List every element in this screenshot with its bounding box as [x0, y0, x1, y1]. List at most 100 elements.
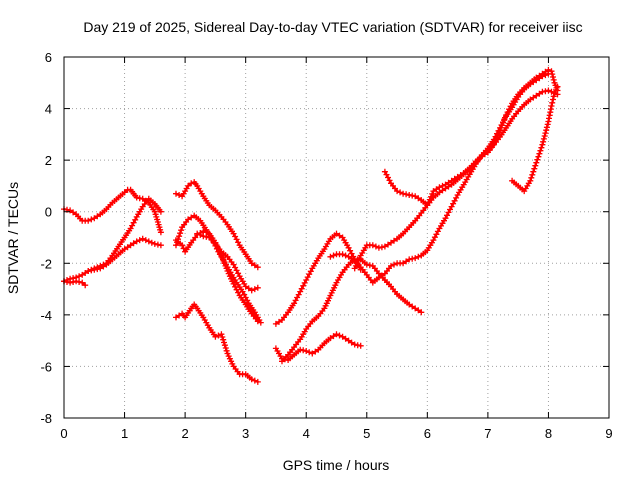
data-point: [366, 262, 373, 269]
data-point: [478, 153, 485, 160]
data-point: [200, 233, 207, 240]
data-point: [545, 66, 552, 73]
data-point: [529, 171, 536, 178]
data-point: [151, 240, 158, 247]
series-s3: [61, 278, 89, 289]
data-point: [540, 138, 547, 145]
series-trace: [174, 303, 259, 383]
data-point: [531, 165, 538, 172]
data-point: [306, 349, 313, 356]
y-tick-label: -8: [40, 411, 52, 426]
data-point: [542, 130, 549, 137]
data-point: [136, 237, 143, 244]
data-point: [327, 335, 334, 342]
x-tick-label: 5: [363, 426, 370, 441]
axis-ticks: 0 1 2 3 4 5 6 7 8 9 -8 -6 -4 -2 0 2 4 6: [40, 50, 612, 441]
data-point: [543, 124, 550, 131]
data-point: [554, 83, 561, 90]
grid-lines: [64, 57, 609, 418]
data-point: [536, 150, 543, 157]
data-point: [133, 194, 140, 201]
data-point: [212, 333, 219, 340]
chart-title: Day 219 of 2025, Sidereal Day-to-day VTE…: [83, 19, 582, 35]
data-point: [194, 230, 201, 237]
x-axis-label: GPS time / hours: [283, 457, 390, 473]
data-point: [197, 231, 204, 238]
data-point: [73, 278, 80, 285]
series-s8: [194, 230, 261, 294]
data-point: [219, 334, 226, 340]
data-point: [176, 233, 183, 240]
data-point: [173, 242, 179, 249]
data-point: [254, 378, 261, 385]
series-s16: [484, 66, 561, 156]
data-point: [333, 331, 340, 338]
series-s5: [173, 179, 261, 271]
data-point: [388, 262, 394, 269]
data-point: [148, 239, 155, 246]
data-point: [546, 115, 552, 122]
data-point: [248, 376, 255, 383]
x-tick-label: 4: [303, 426, 310, 441]
data-point: [300, 347, 307, 354]
series-trace: [62, 188, 162, 234]
data-point: [220, 336, 227, 343]
x-tick-label: 8: [545, 426, 552, 441]
data-point: [130, 240, 137, 247]
series-s10: [272, 230, 364, 327]
data-point: [436, 184, 443, 191]
data-point: [534, 156, 541, 163]
data-point: [251, 286, 258, 293]
series-trace: [280, 258, 423, 363]
series-s11: [272, 331, 364, 363]
x-tick-label: 7: [484, 426, 491, 441]
data-point: [545, 87, 552, 94]
data-point: [180, 245, 187, 252]
data-point: [185, 182, 192, 189]
data-point: [548, 88, 555, 95]
series-s4: [85, 195, 164, 274]
series-s17: [509, 83, 561, 195]
data-point: [542, 88, 549, 95]
data-point: [369, 242, 376, 249]
data-point: [391, 261, 397, 268]
y-tick-label: 6: [45, 50, 52, 65]
y-tick-label: -6: [40, 359, 52, 374]
data-point: [221, 339, 227, 346]
data-point: [179, 242, 186, 249]
data-point: [412, 255, 419, 262]
x-tick-label: 1: [121, 426, 128, 441]
data-point: [391, 237, 397, 244]
data-point: [85, 217, 92, 224]
data-point: [251, 377, 258, 384]
data-point: [351, 341, 358, 348]
data-point: [200, 228, 207, 235]
data-point: [254, 264, 261, 271]
data-point: [428, 193, 434, 200]
data-point: [550, 74, 556, 80]
data-point: [550, 96, 556, 103]
data-point: [381, 243, 388, 250]
data-point: [100, 261, 107, 268]
data-point: [424, 202, 431, 209]
data-point: [540, 135, 547, 142]
data-point: [173, 190, 179, 197]
data-point: [548, 68, 555, 75]
data-point: [539, 141, 546, 148]
data-point: [412, 193, 419, 200]
data-point: [248, 287, 255, 294]
data-point: [142, 237, 149, 244]
x-tick-label: 9: [605, 426, 612, 441]
data-point: [348, 339, 355, 346]
data-point: [541, 133, 548, 139]
data-point: [378, 244, 385, 251]
data-point: [372, 243, 379, 250]
data-point: [303, 348, 310, 354]
data-point: [215, 332, 222, 339]
data-point: [221, 342, 228, 349]
data-point: [403, 258, 410, 265]
data-point: [426, 196, 433, 203]
data-point: [532, 162, 539, 169]
data-point: [553, 86, 559, 93]
